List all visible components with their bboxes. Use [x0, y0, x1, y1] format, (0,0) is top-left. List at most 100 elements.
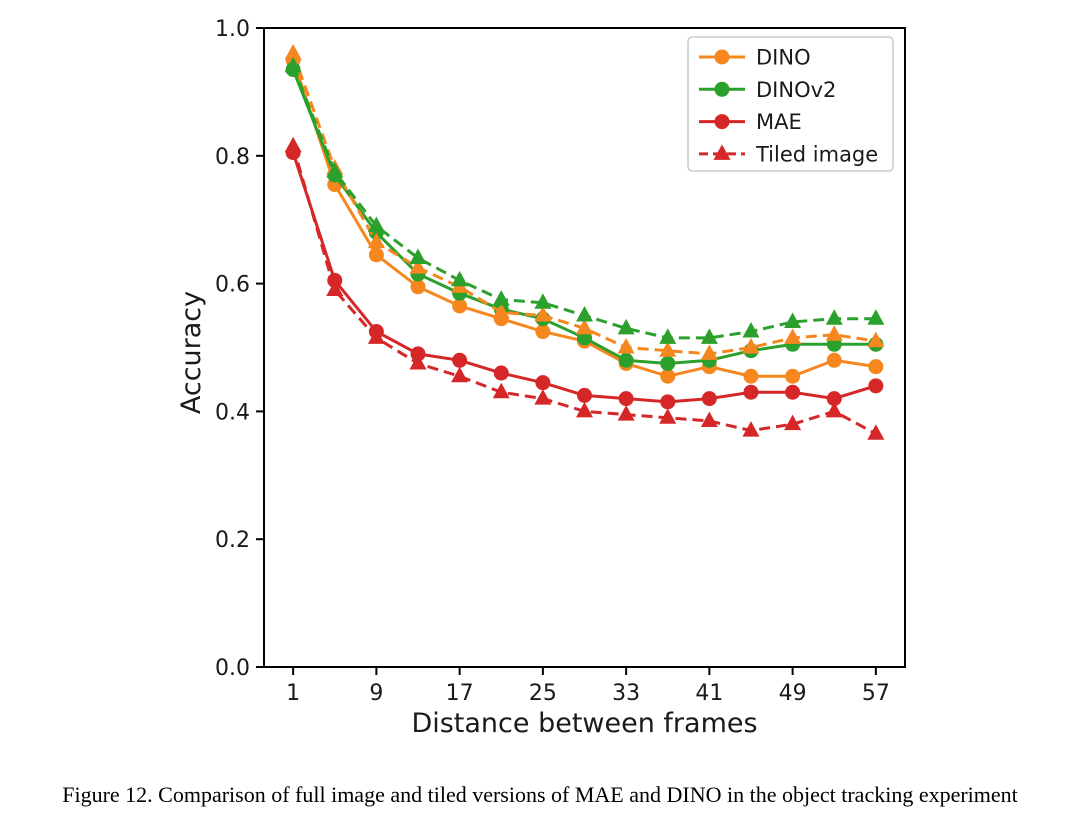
circle-marker — [868, 378, 884, 394]
triangle-marker — [367, 328, 385, 344]
circle-marker — [785, 368, 801, 384]
circle-marker — [410, 346, 426, 362]
circle-marker — [868, 359, 884, 375]
y-tick-label: 0.4 — [215, 400, 250, 425]
triangle-marker — [451, 366, 469, 383]
triangle-marker — [617, 338, 635, 354]
x-tick-label: 9 — [369, 681, 383, 706]
series-line — [291, 152, 877, 404]
series-dino-tiled — [284, 44, 885, 360]
circle-marker — [452, 352, 468, 368]
triangle-marker — [284, 44, 302, 60]
legend-label: Tiled image — [755, 142, 878, 166]
triangle-marker — [534, 293, 552, 309]
y-axis-label: Accuracy — [176, 291, 207, 414]
circle-marker — [660, 394, 676, 410]
triangle-marker — [659, 408, 677, 424]
triangle-marker — [867, 309, 885, 325]
legend-item-dinov2: DINOv2 — [699, 78, 836, 102]
triangle-marker — [492, 382, 510, 399]
triangle-marker — [492, 290, 510, 306]
x-tick-label: 1 — [286, 681, 300, 706]
legend-box — [687, 36, 894, 172]
triangle-marker — [867, 424, 885, 440]
legend-triangle-marker — [713, 144, 731, 160]
triangle-marker — [825, 401, 843, 418]
y-tick-label: 0.6 — [215, 273, 250, 298]
triangle-marker — [617, 318, 635, 335]
accuracy-line-chart: 1 9 17 25 33 41 49 57 0.0 0.2 0.4 0.6 0.8 1.0 Distance… — [176, 17, 906, 739]
circle-marker — [368, 247, 384, 263]
x-tick-label: 17 — [446, 681, 474, 706]
y-tick-label: 0.0 — [215, 656, 250, 681]
legend-label: DINOv2 — [756, 78, 836, 102]
triangle-marker — [784, 312, 802, 328]
circle-marker — [618, 352, 634, 368]
triangle-marker — [326, 162, 344, 178]
triangle-marker — [492, 302, 510, 319]
triangle-marker — [700, 344, 718, 360]
triangle-marker — [576, 306, 593, 322]
x-axis-label: Distance between frames — [411, 708, 757, 739]
figure-chart-area: 1 9 17 25 33 41 49 57 0.0 0.2 0.4 0.6 0.8 1.0 Distance… — [176, 17, 906, 739]
triangle-marker — [409, 353, 427, 370]
circle-marker — [577, 387, 592, 403]
triangle-marker — [659, 341, 677, 357]
triangle-marker — [326, 280, 344, 296]
y-tick-label: 0.8 — [215, 145, 250, 170]
x-tick-label: 49 — [779, 681, 807, 706]
series-mae-tiled — [284, 136, 885, 440]
triangle-marker — [742, 322, 760, 338]
triangle-marker — [284, 136, 302, 153]
triangle-marker — [700, 411, 718, 427]
y-tick-label: 0.2 — [215, 528, 250, 553]
circle-marker — [826, 352, 842, 368]
circle-marker — [493, 365, 509, 381]
legend-circle-marker — [714, 49, 730, 65]
figure-caption: Figure 12. Comparison of full image and … — [62, 782, 1018, 807]
circle-marker — [743, 384, 759, 400]
circle-marker — [701, 391, 717, 407]
triangle-marker — [742, 421, 760, 437]
triangle-marker — [576, 318, 593, 335]
legend-item-mae: MAE — [699, 110, 802, 134]
legend-label: DINO — [756, 46, 811, 70]
y-axis: 0.0 0.2 0.4 0.6 0.8 1.0 — [215, 17, 264, 681]
triangle-marker — [451, 270, 469, 287]
triangle-marker — [784, 414, 802, 431]
triangle-marker — [576, 401, 593, 418]
triangle-marker — [284, 56, 302, 73]
triangle-marker — [409, 258, 427, 274]
circle-marker — [785, 384, 801, 400]
triangle-marker — [867, 331, 885, 348]
triangle-marker — [825, 309, 843, 325]
triangle-marker — [742, 338, 760, 354]
x-tick-label: 33 — [612, 681, 640, 706]
x-axis: 1 9 17 25 33 41 49 57 — [286, 667, 890, 706]
plot-spines — [263, 27, 906, 668]
circle-marker — [535, 324, 551, 340]
x-tick-label: 25 — [529, 681, 557, 706]
triangle-marker — [700, 328, 718, 344]
triangle-marker — [409, 248, 427, 265]
triangle-marker — [534, 306, 552, 322]
legend-circle-marker — [714, 81, 730, 97]
circle-marker — [618, 391, 634, 407]
circle-marker — [826, 391, 842, 407]
x-tick-label: 41 — [695, 681, 723, 706]
legend-item-tiled-image: Tiled image — [699, 142, 878, 166]
triangle-marker — [784, 328, 802, 344]
legend-item-dino: DINO — [699, 46, 811, 70]
triangle-marker — [659, 328, 677, 344]
series-dinov2-tiled — [284, 56, 885, 344]
triangle-marker — [367, 216, 385, 233]
circle-marker — [410, 279, 426, 295]
series-mae — [285, 145, 884, 410]
triangle-marker — [825, 325, 843, 341]
circle-marker — [743, 368, 759, 384]
x-tick-label: 57 — [862, 681, 890, 706]
legend-label: MAE — [756, 110, 802, 134]
legend: DINO DINOv2 MAE Tiled image — [687, 36, 894, 172]
y-tick-label: 1.0 — [215, 17, 250, 42]
